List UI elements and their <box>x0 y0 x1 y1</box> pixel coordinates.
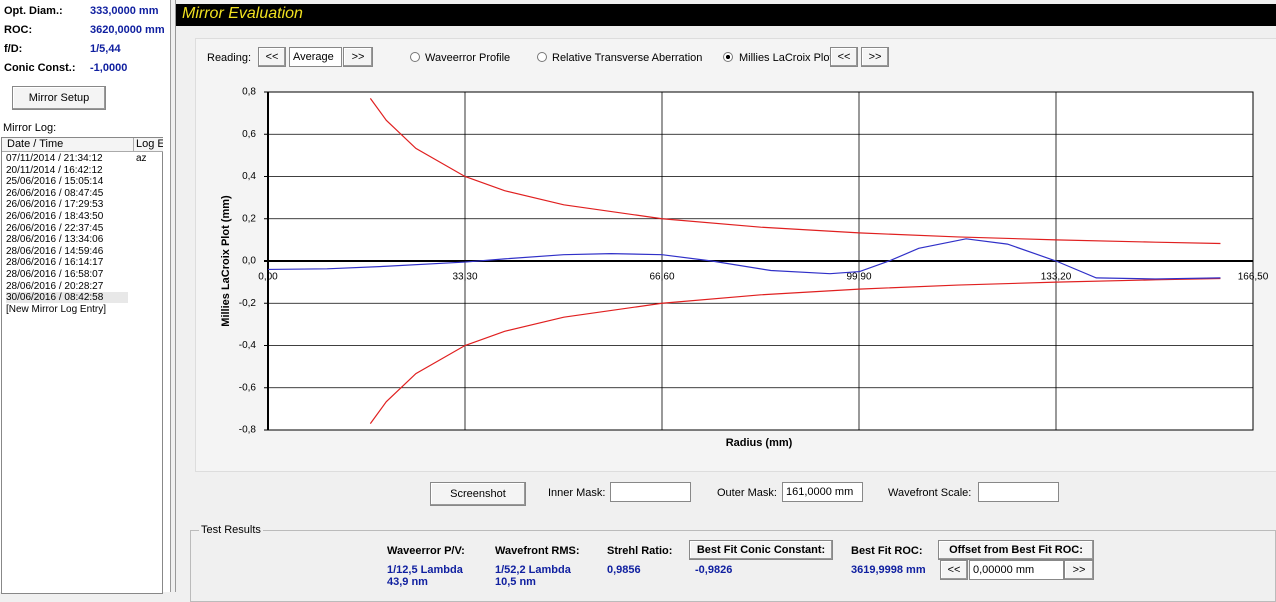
x-tick-label: 133,20 <box>1041 272 1072 283</box>
log-header[interactable]: Date / Time <box>2 138 134 152</box>
log-date[interactable]: 26/06/2016 / 17:29:53 <box>6 199 104 211</box>
param-label: Opt. Diam.: <box>4 5 63 17</box>
x-tick-label: 66,60 <box>649 272 674 283</box>
result-value: 0,9856 <box>607 564 641 576</box>
result-value: -0,9826 <box>695 564 733 576</box>
offset-next-button[interactable]: >> <box>1064 560 1094 580</box>
group-title: Test Results <box>199 524 263 536</box>
y-tick-label: 0,0 <box>242 256 256 267</box>
log-date[interactable]: 25/06/2016 / 15:05:14 <box>6 176 104 188</box>
next-button[interactable]: >> <box>343 47 373 67</box>
inner-mask-label: Inner Mask: <box>548 487 606 499</box>
title: Mirror Evaluation <box>182 5 303 22</box>
outer-mask-field[interactable]: 161,0000 mm <box>782 482 863 502</box>
log-date[interactable]: 28/06/2016 / 13:34:06 <box>6 234 104 246</box>
param-label: ROC: <box>4 24 33 36</box>
series-line <box>369 277 1221 425</box>
result-label: Best Fit ROC: <box>851 545 923 557</box>
param-label: f/D: <box>4 43 23 55</box>
y-tick-label: 0,8 <box>242 87 256 98</box>
x-tick-label: 99,90 <box>846 272 871 283</box>
result-value: 43,9 nm <box>387 576 428 588</box>
y-tick-label: -0,6 <box>239 382 257 393</box>
log-date[interactable]: 07/11/2014 / 21:34:12 <box>6 153 103 164</box>
result-label: Waveerror P/V: <box>387 545 465 557</box>
log-label: Mirror Log: <box>3 122 57 134</box>
option-label[interactable]: Waveerror Profile <box>425 52 511 64</box>
offset-button[interactable]: Offset from Best Fit ROC: <box>938 540 1094 560</box>
series-line <box>267 238 1221 280</box>
x-tick-label: 33,30 <box>452 272 477 283</box>
radio[interactable] <box>537 52 547 62</box>
prev-button[interactable]: << <box>258 47 286 67</box>
plot-next-button[interactable]: >> <box>861 47 889 67</box>
y-tick-label: 0,2 <box>242 213 256 224</box>
radio-checked[interactable] <box>723 52 733 62</box>
param-value: 1/5,44 <box>90 43 121 55</box>
log-date[interactable]: 26/06/2016 / 18:43:50 <box>6 211 104 222</box>
title-bar <box>176 4 1276 26</box>
y-tick-label: 0,4 <box>242 171 256 182</box>
result-label: Strehl Ratio: <box>607 545 673 557</box>
offset-field[interactable]: 0,00000 mm <box>969 560 1064 580</box>
y-tick-label: -0,4 <box>239 340 257 351</box>
param-label: Conic Const.: <box>4 62 76 74</box>
outer-mask-label: Outer Mask: <box>717 487 777 499</box>
result-value: 1/52,2 Lambda <box>495 564 571 576</box>
wavefront-scale-field[interactable] <box>978 482 1059 502</box>
inner-mask-field[interactable] <box>610 482 691 502</box>
log-date[interactable]: 26/06/2016 / 08:47:45 <box>6 187 104 199</box>
y-tick-label: 0,6 <box>242 129 256 140</box>
x-axis-label: Radius (mm) <box>726 437 793 449</box>
series-line <box>369 97 1221 245</box>
param-value: -1,0000 <box>90 62 128 74</box>
result-label: Wavefront RMS: <box>495 545 580 557</box>
screenshot-button[interactable]: Screenshot <box>430 482 526 506</box>
reading-field[interactable]: Average <box>289 47 342 67</box>
y-tick-label: -0,2 <box>239 298 257 309</box>
log-date[interactable]: 28/06/2016 / 14:59:46 <box>6 245 104 257</box>
result-value: 1/12,5 Lambda <box>387 564 463 576</box>
radio[interactable] <box>410 52 420 62</box>
offset-prev-button[interactable]: << <box>940 560 968 580</box>
option-label[interactable]: Millies LaCroix Plot <box>739 52 833 64</box>
log-entry[interactable]: az <box>136 153 147 164</box>
log-date[interactable]: [New Mirror Log Entry] <box>6 303 107 315</box>
reading-label: Reading: <box>207 52 252 64</box>
mirror-setup-button[interactable]: Mirror Setup <box>12 86 106 110</box>
wavefront-scale-label: Wavefront Scale: <box>888 487 972 499</box>
option-label[interactable]: Relative Transverse Aberration <box>552 52 703 64</box>
plot-prev-button[interactable]: << <box>830 47 858 67</box>
log-date[interactable]: 30/06/2016 / 08:42:58 <box>6 292 128 304</box>
log-header[interactable]: Log E <box>134 138 163 152</box>
log-date[interactable]: 28/06/2016 / 16:14:17 <box>6 257 104 269</box>
log-date[interactable]: 28/06/2016 / 16:58:07 <box>6 269 104 280</box>
y-tick-label: -0,8 <box>239 425 257 436</box>
log-date[interactable]: 26/06/2016 / 22:37:45 <box>6 222 104 234</box>
log-date[interactable]: 28/06/2016 / 20:28:27 <box>6 280 104 292</box>
conic-button[interactable]: Best Fit Conic Constant: <box>689 540 833 560</box>
param-value: 3620,0000 mm <box>90 24 165 36</box>
y-axis-label: Millies LaCroix Plot (mm) <box>220 195 232 327</box>
result-value: 3619,9998 mm <box>851 564 926 576</box>
log-date[interactable]: 20/11/2014 / 16:42:12 <box>6 164 103 176</box>
param-value: 333,0000 mm <box>90 5 159 17</box>
result-value: 10,5 nm <box>495 576 536 588</box>
log-table <box>1 137 163 594</box>
